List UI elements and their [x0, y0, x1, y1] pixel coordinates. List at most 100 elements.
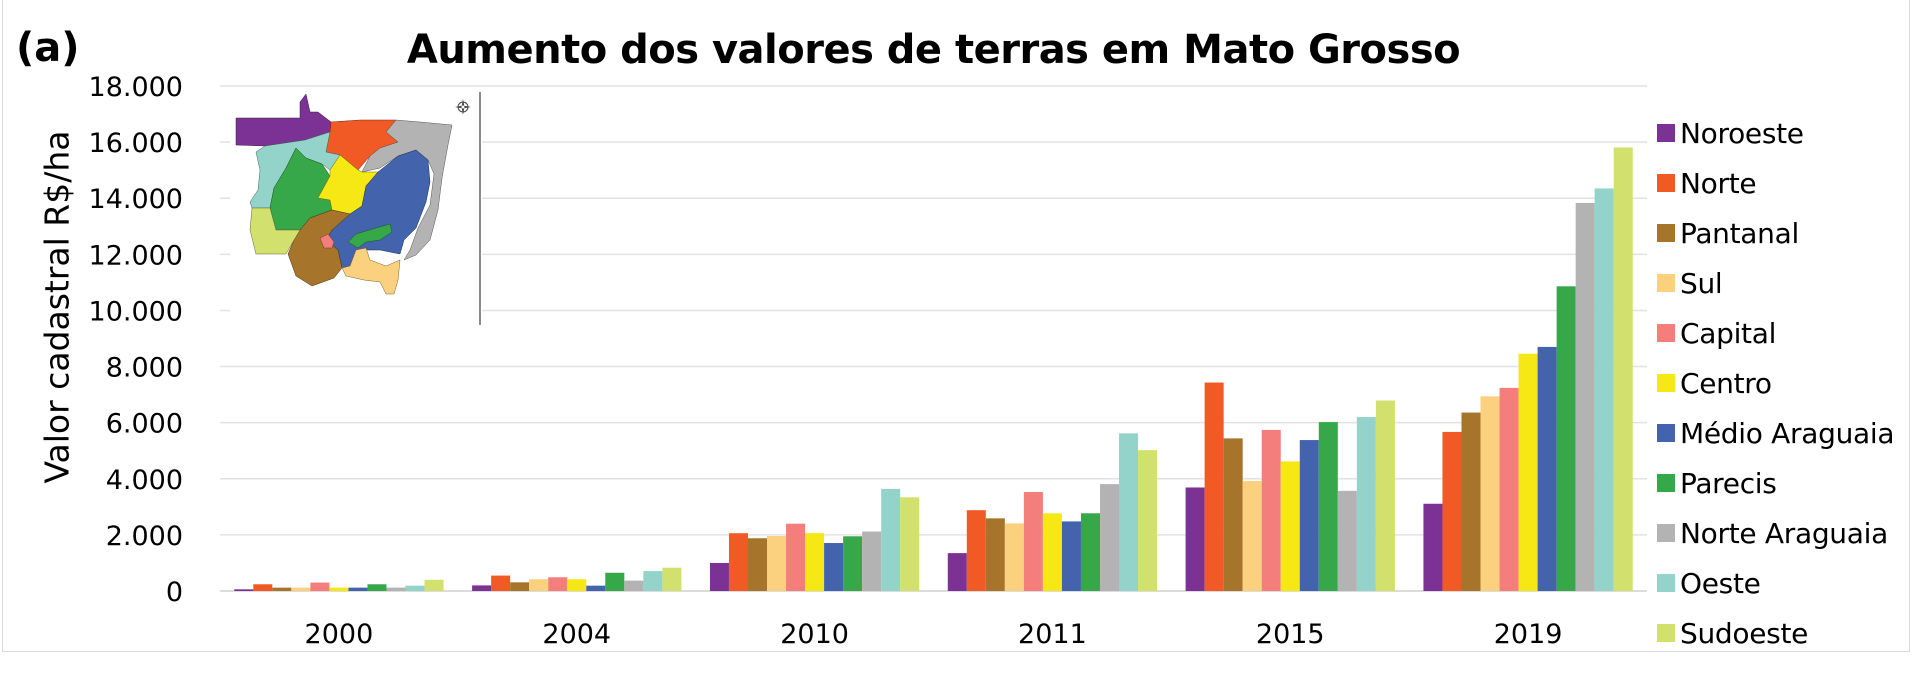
bar-centro-2019 — [1518, 353, 1538, 591]
bar-noroeste-2004 — [472, 585, 492, 591]
bar-norte-araguaia-2010 — [862, 531, 882, 591]
bar-médio-araguaia-2004 — [586, 585, 606, 591]
map-region-sudoeste — [249, 207, 301, 255]
bar-sudoeste-2011 — [1138, 450, 1158, 591]
bar-pantanal-2011 — [985, 518, 1005, 591]
bar-parecis-2015 — [1318, 422, 1338, 591]
x-tick-label: 2011 — [1018, 619, 1087, 650]
bar-sul-2011 — [1004, 523, 1024, 591]
figure-frame — [2, 0, 1910, 652]
legend-item: Norte Araguaia — [1657, 508, 1894, 558]
bar-norte-araguaia-2019 — [1575, 202, 1595, 591]
bar-pantanal-2000 — [272, 587, 292, 591]
legend-label: Norte Araguaia — [1680, 516, 1888, 550]
bar-sul-2015 — [1242, 481, 1262, 591]
bar-médio-araguaia-2011 — [1061, 521, 1081, 591]
bar-capital-2015 — [1261, 429, 1281, 591]
x-tick-label: 2000 — [305, 619, 374, 650]
legend-label: Pantanal — [1680, 216, 1799, 250]
y-axis-ticks: 0 2.000 4.000 6.000 8.000 10.000 12.000 14.000 1… — [89, 72, 183, 608]
bar-parecis-2019 — [1556, 286, 1576, 591]
bar-norte-2011 — [966, 510, 986, 591]
legend-label: Médio Araguaia — [1680, 416, 1895, 450]
bar-médio-araguaia-2019 — [1537, 346, 1557, 591]
legend: Noroeste Norte Pantanal Sul Capital Centro Méd… — [1657, 108, 1895, 658]
legend-swatch — [1657, 374, 1675, 392]
bar-sul-2000 — [291, 587, 311, 591]
y-tick-label: 8.000 — [106, 353, 183, 384]
bar-norte-araguaia-2015 — [1337, 490, 1357, 591]
legend-item: Sudoeste — [1657, 608, 1894, 658]
y-tick-label: 16.000 — [89, 128, 183, 159]
map-region-capital — [319, 233, 335, 249]
legend-item: Capital — [1657, 308, 1894, 358]
bar-pantanal-2015 — [1223, 438, 1243, 591]
legend-item: Norte — [1657, 158, 1894, 208]
bar-pantanal-2004 — [510, 582, 530, 591]
bar-oeste-2019 — [1594, 188, 1614, 591]
bar-norte-2004 — [491, 575, 511, 591]
bar-oeste-2011 — [1119, 433, 1139, 591]
x-tick-label: 2004 — [542, 619, 611, 650]
bar-centro-2015 — [1280, 461, 1300, 591]
bar-oeste-2000 — [405, 585, 425, 591]
y-tick-label: 18.000 — [89, 72, 183, 103]
bar-parecis-2011 — [1080, 513, 1100, 591]
y-tick-label: 6.000 — [106, 409, 183, 440]
compass-rose-icon — [455, 99, 471, 115]
legend-label: Capital — [1680, 316, 1777, 350]
legend-label: Oeste — [1680, 566, 1761, 600]
legend-swatch — [1657, 474, 1675, 492]
bar-noroeste-2019 — [1423, 503, 1443, 591]
map-region-noroeste — [235, 93, 332, 147]
map-region-sul — [341, 247, 401, 295]
x-tick-label: 2015 — [1256, 619, 1325, 650]
legend-swatch — [1657, 524, 1675, 542]
bar-médio-araguaia-2010 — [824, 543, 844, 591]
bar-noroeste-2000 — [234, 589, 254, 591]
legend-swatch — [1657, 274, 1675, 292]
bar-norte-araguaia-2004 — [624, 580, 644, 591]
bar-capital-2010 — [786, 523, 806, 591]
legend-swatch — [1657, 124, 1675, 142]
bar-sudoeste-2010 — [900, 497, 920, 591]
bar-parecis-2010 — [843, 536, 863, 591]
legend-label: Sul — [1680, 266, 1723, 300]
y-tick-label: 12.000 — [89, 240, 183, 271]
x-axis-ticks: 2000 2004 2010 2011 2015 2019 — [305, 619, 1563, 650]
y-tick-label: 10.000 — [89, 296, 183, 327]
mato-grosso-map — [235, 92, 481, 325]
bar-oeste-2015 — [1356, 417, 1376, 591]
bar-norte-araguaia-2000 — [386, 587, 406, 591]
bar-noroeste-2010 — [709, 562, 729, 591]
bar-oeste-2004 — [643, 571, 663, 591]
legend-item: Centro — [1657, 358, 1894, 408]
bar-centro-2010 — [805, 533, 825, 591]
map-region-parecis-east — [347, 223, 393, 249]
panel-label: (a) — [16, 25, 80, 71]
legend-label: Sudoeste — [1680, 616, 1809, 650]
bar-centro-2004 — [567, 579, 587, 591]
legend-swatch — [1657, 324, 1675, 342]
legend-swatch — [1657, 224, 1675, 242]
y-tick-label: 0 — [166, 577, 183, 608]
bar-parecis-2000 — [367, 584, 387, 591]
bar-sudoeste-2004 — [662, 567, 682, 591]
map-inset — [230, 90, 482, 326]
bar-norte-2019 — [1442, 431, 1462, 591]
x-tick-label: 2019 — [1494, 619, 1563, 650]
bar-norte-2000 — [253, 584, 273, 591]
bar-norte-2010 — [728, 533, 748, 591]
bar-noroeste-2015 — [1185, 487, 1205, 591]
y-tick-label: 4.000 — [106, 465, 183, 496]
bar-centro-2011 — [1042, 513, 1062, 591]
legend-swatch — [1657, 424, 1675, 442]
bar-sudoeste-2019 — [1613, 147, 1633, 592]
bar-sudoeste-2015 — [1375, 400, 1395, 591]
x-tick-label: 2010 — [780, 619, 849, 650]
bar-oeste-2010 — [881, 488, 901, 591]
bar-capital-2011 — [1023, 491, 1043, 591]
bar-capital-2004 — [548, 577, 568, 591]
bars — [234, 147, 1633, 592]
